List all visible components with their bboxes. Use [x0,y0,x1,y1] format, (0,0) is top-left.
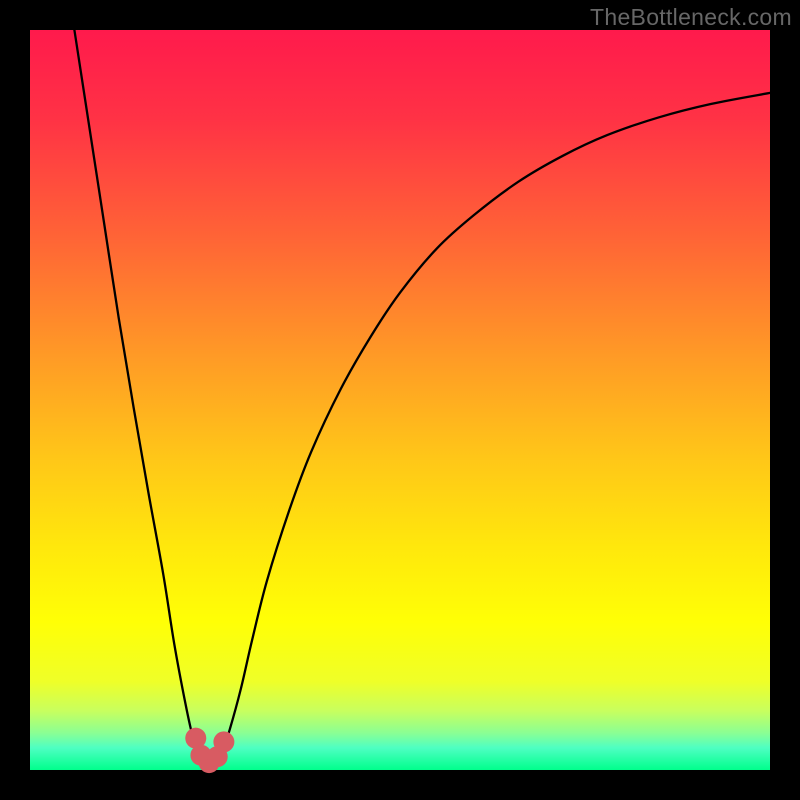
bottleneck-curve [74,30,770,763]
marker-point [213,731,234,752]
markers-group [185,728,234,773]
figure-container: TheBottleneck.com [0,0,800,800]
watermark-text: TheBottleneck.com [590,4,792,31]
plot-area [30,30,770,770]
curve-layer [30,30,770,770]
